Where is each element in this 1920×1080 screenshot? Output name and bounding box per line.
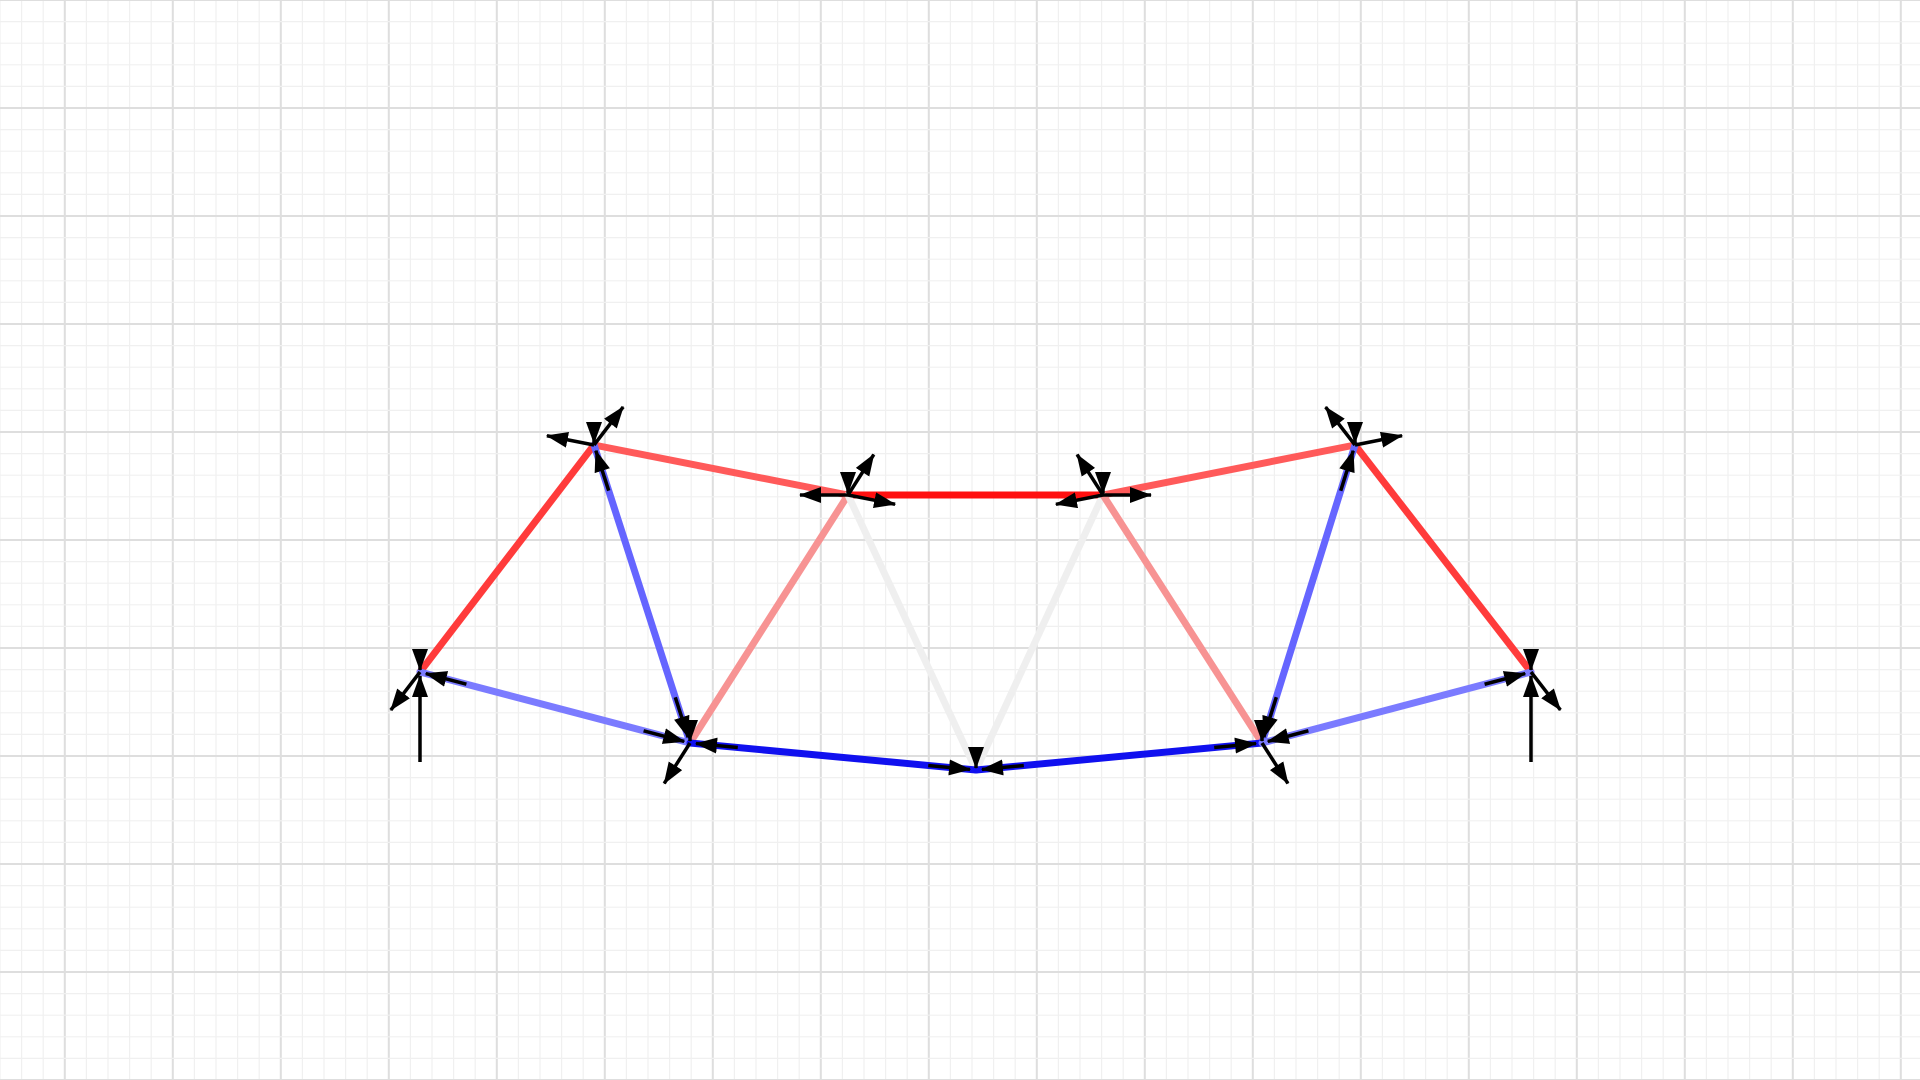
- force-arrow-icon: [980, 759, 1024, 776]
- member-top-center-right-to-top-right: [1099, 441, 1359, 499]
- force-arrow-icon: [694, 737, 738, 754]
- force-arrow-icon: [643, 728, 686, 744]
- member-top-right-to-bottom-right: [1258, 441, 1359, 747]
- member-top-center-right-to-bottom-center: [972, 491, 1107, 774]
- member-top-right-to-right-support: [1351, 441, 1535, 676]
- force-arrow-icon: [1266, 728, 1309, 744]
- force-arrow-icon: [928, 759, 972, 776]
- force-arrow-icon: [424, 671, 467, 687]
- force-arrows: [389, 405, 1562, 785]
- force-arrow-icon: [594, 449, 611, 492]
- force-arrow-icon: [662, 742, 692, 785]
- force-arrow-icon: [1054, 492, 1104, 509]
- member-left-support-to-top-left: [416, 441, 598, 676]
- force-arrow-icon: [1484, 671, 1527, 687]
- force-arrow-icon: [1260, 742, 1290, 785]
- force-arrow-icon: [847, 492, 897, 509]
- force-arrow-icon: [1214, 737, 1258, 754]
- member-top-center-left-to-bottom-center: [844, 491, 980, 774]
- member-top-left-to-bottom-left: [590, 441, 694, 747]
- member-top-center-left-to-bottom-left: [686, 491, 852, 747]
- member-top-center-right-to-bottom-right: [1099, 491, 1266, 747]
- member-top-left-to-top-center-left: [590, 441, 852, 499]
- force-arrow-icon: [1339, 449, 1355, 492]
